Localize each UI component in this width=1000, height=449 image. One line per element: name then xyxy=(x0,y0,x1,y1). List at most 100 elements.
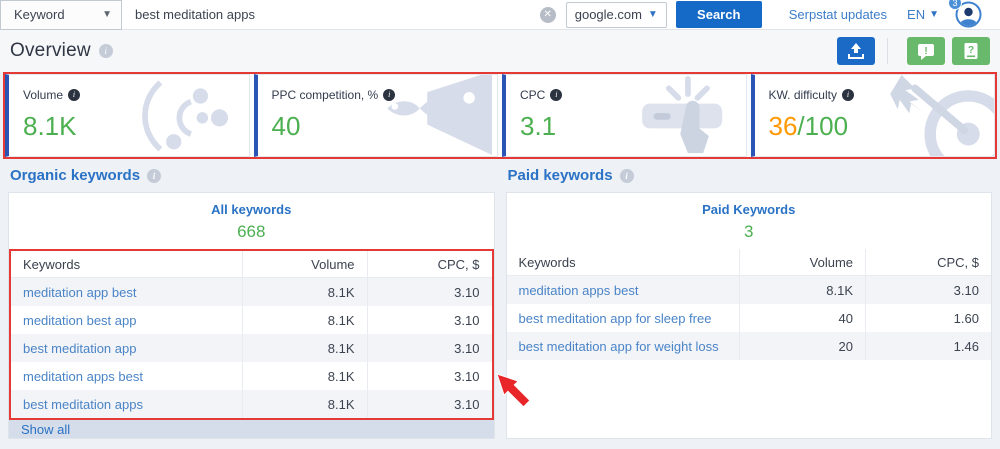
column-header-volume[interactable]: Volume xyxy=(739,249,865,275)
keyword-link[interactable]: meditation app best xyxy=(23,284,137,300)
volume-value: 40 xyxy=(739,304,865,332)
cpc-value: 3.10 xyxy=(366,362,492,390)
paid-keywords-link[interactable]: Paid Keywords xyxy=(702,202,796,217)
region-select[interactable]: google.com ▼ xyxy=(565,1,667,28)
volume-value: 20 xyxy=(739,332,865,360)
clear-search-icon[interactable]: ✕ xyxy=(539,6,556,23)
cpc-value: 3.10 xyxy=(865,276,991,304)
cpc-value: 3.10 xyxy=(366,306,492,334)
notification-badge[interactable]: 3 xyxy=(948,0,962,10)
search-button[interactable]: Search xyxy=(675,1,762,28)
keyword-link[interactable]: meditation best app xyxy=(23,312,137,328)
volume-value: 8.1K xyxy=(739,276,865,304)
info-icon[interactable]: i xyxy=(68,89,81,101)
keyword-link[interactable]: best meditation app for weight loss xyxy=(518,338,719,354)
column-header-keywords[interactable]: Keywords xyxy=(23,256,81,272)
table-row: best meditation apps 8.1K 3.10 xyxy=(11,390,492,418)
keyword-link[interactable]: meditation apps best xyxy=(23,368,143,384)
metric-card-kw-difficulty: KW. difficulty i 36/100 xyxy=(750,74,995,157)
table-row: meditation best app 8.1K 3.10 xyxy=(11,306,492,334)
search-type-select[interactable]: Keyword ▼ xyxy=(0,0,122,30)
export-upload-icon xyxy=(848,43,864,59)
metric-value: 40 xyxy=(271,111,301,141)
all-keywords-link[interactable]: All keywords xyxy=(211,202,292,217)
overview-header: Overview i ! ? xyxy=(0,30,1000,72)
column-header-volume[interactable]: Volume xyxy=(241,251,367,277)
metric-card-cpc: CPC i 3.1 xyxy=(502,74,747,157)
chevron-down-icon: ▼ xyxy=(102,8,112,20)
metric-label-text: CPC xyxy=(520,88,546,102)
region-label: google.com xyxy=(574,7,642,22)
metric-value: 3.1 xyxy=(520,111,557,141)
doc-question-icon: ? xyxy=(964,43,978,59)
keyword-link[interactable]: best meditation app for sleep free xyxy=(518,310,712,326)
paid-keywords-table: Keywords Volume CPC, $ meditation apps b… xyxy=(506,249,992,360)
info-icon[interactable]: i xyxy=(383,89,396,101)
svg-text:!: ! xyxy=(924,46,927,57)
header-actions: ! ? xyxy=(837,37,990,65)
paid-section-title: Paid keywords i xyxy=(508,167,993,184)
search-type-label: Keyword xyxy=(14,7,65,22)
keyword-link[interactable]: meditation apps best xyxy=(518,282,639,298)
export-button[interactable] xyxy=(837,37,875,65)
organic-column: Organic keywords i All keywords 668 Keyw… xyxy=(8,167,495,449)
language-select[interactable]: EN ▼ xyxy=(907,7,939,22)
help-button[interactable]: ? xyxy=(952,37,990,65)
cpc-value: 3.10 xyxy=(366,334,492,362)
serpstat-updates-link[interactable]: Serpstat updates xyxy=(788,7,888,22)
metric-label: Volume i xyxy=(23,88,249,102)
column-header-cpc[interactable]: CPC, $ xyxy=(865,249,991,275)
table-row: best meditation app 8.1K 3.10 xyxy=(11,334,492,362)
user-avatar[interactable]: 3 xyxy=(948,0,982,28)
divider xyxy=(887,38,888,64)
cpc-value: 3.10 xyxy=(366,390,492,418)
column-header-cpc[interactable]: CPC, $ xyxy=(366,251,492,277)
paid-keywords-card: Paid Keywords 3 Keywords Volume CPC, $ m… xyxy=(505,192,992,439)
volume-value: 8.1K xyxy=(241,306,367,334)
orbit-circles-icon xyxy=(141,80,228,152)
metric-card-volume: Volume i 8.1K xyxy=(5,74,250,157)
dart-target-icon xyxy=(890,75,994,156)
info-icon[interactable]: i xyxy=(619,168,634,183)
chat-exclamation-icon: ! xyxy=(918,43,934,60)
metric-label-text: Volume xyxy=(23,88,64,102)
volume-value: 8.1K xyxy=(241,334,367,362)
metric-label: KW. difficulty i xyxy=(769,88,995,102)
organic-keywords-table: Keywords Volume CPC, $ meditation app be… xyxy=(9,249,494,420)
cpc-value: 1.46 xyxy=(865,332,991,360)
metric-card-ppc-competition: PPC competition, % i 40 xyxy=(253,74,498,157)
show-all-link[interactable]: Show all xyxy=(9,420,494,438)
table-row: best meditation app for weight loss 20 1.4… xyxy=(506,332,991,360)
table-body: meditation apps best 8.1K 3.10 best meditat… xyxy=(506,276,992,360)
table-row: best meditation app for sleep free 40 1.60 xyxy=(507,304,992,332)
difficulty-score: 36 xyxy=(768,111,798,141)
volume-value: 8.1K xyxy=(241,278,367,306)
info-icon[interactable]: i xyxy=(841,89,854,101)
keywords-section: Organic keywords i All keywords 668 Keyw… xyxy=(0,159,1000,449)
fish-icon xyxy=(387,75,493,156)
info-icon[interactable]: i xyxy=(550,89,563,101)
paid-summary: Paid Keywords 3 xyxy=(507,193,992,249)
organic-section-title: Organic keywords i xyxy=(10,167,495,184)
column-header-keywords[interactable]: Keywords xyxy=(518,254,576,270)
keyword-link[interactable]: best meditation apps xyxy=(23,396,143,412)
search-input[interactable] xyxy=(122,7,540,22)
volume-value: 8.1K xyxy=(241,362,367,390)
click-hand-icon xyxy=(641,75,722,154)
all-keywords-count: 668 xyxy=(237,222,266,241)
metric-value: 36/100 xyxy=(769,111,995,142)
metric-label-text: PPC competition, % xyxy=(271,88,379,102)
keyword-link[interactable]: best meditation app xyxy=(23,340,137,356)
chevron-down-icon: ▼ xyxy=(647,8,658,20)
info-icon[interactable]: i xyxy=(147,168,162,183)
table-body: meditation app best 8.1K 3.10 meditation be… xyxy=(11,278,492,418)
section-title-text: Organic keywords xyxy=(10,167,141,184)
metric-label: PPC competition, % i xyxy=(272,88,498,102)
table-row: meditation apps best 8.1K 3.10 xyxy=(11,362,492,390)
info-icon[interactable]: i xyxy=(98,44,113,58)
metric-label-text: KW. difficulty xyxy=(768,88,837,102)
cpc-value: 3.10 xyxy=(366,278,492,306)
organic-summary: All keywords 668 xyxy=(9,193,494,249)
feedback-button[interactable]: ! xyxy=(907,37,945,65)
